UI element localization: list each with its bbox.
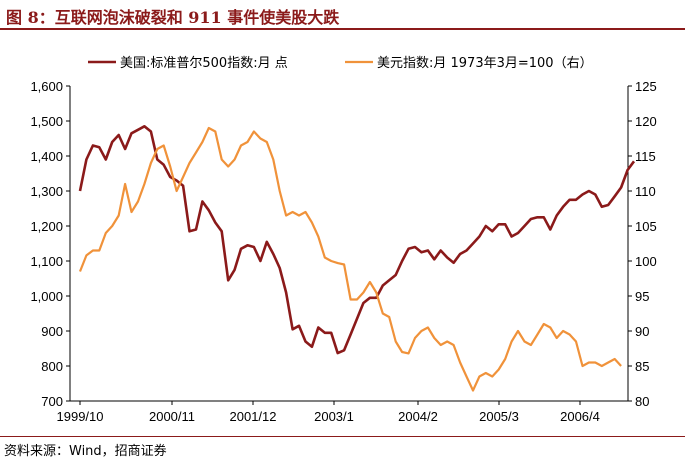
left-tick-label: 1,100 bbox=[30, 254, 63, 269]
right-tick-label: 85 bbox=[635, 359, 649, 374]
legend-label-sp500: 美国:标准普尔500指数:月 点 bbox=[120, 56, 288, 71]
right-tick-label: 110 bbox=[635, 184, 656, 199]
legend-label-dollar-index: 美元指数:月 1973年3月=100（右） bbox=[377, 56, 593, 71]
left-tick-label: 1,500 bbox=[30, 114, 63, 129]
left-tick-label: 700 bbox=[41, 394, 63, 409]
source-divider bbox=[0, 436, 685, 437]
right-tick-label: 115 bbox=[635, 149, 656, 164]
right-tick-label: 95 bbox=[635, 289, 649, 304]
x-tick-label: 2001/12 bbox=[230, 409, 277, 424]
right-tick-label: 90 bbox=[635, 324, 649, 339]
x-tick-label: 2003/1 bbox=[314, 409, 354, 424]
left-tick-label: 1,300 bbox=[30, 184, 63, 199]
left-tick-label: 1,000 bbox=[30, 289, 63, 304]
right-tick-label: 105 bbox=[635, 219, 657, 234]
left-tick-label: 900 bbox=[41, 324, 63, 339]
x-tick-label: 1999/10 bbox=[57, 409, 104, 424]
title-bar: 图 8：互联网泡沫破裂和 911 事件使美股大跌 bbox=[0, 0, 685, 30]
title-divider bbox=[0, 28, 685, 30]
left-tick-label: 800 bbox=[41, 359, 63, 374]
left-tick-label: 1,600 bbox=[30, 79, 63, 94]
right-tick-label: 80 bbox=[635, 394, 649, 409]
dollar-index-series-line bbox=[78, 126, 622, 392]
right-tick-label: 100 bbox=[635, 254, 657, 269]
source-note: 资料来源：Wind，招商证券 bbox=[4, 444, 167, 459]
right-tick-label: 125 bbox=[635, 79, 657, 94]
left-tick-label: 1,400 bbox=[30, 149, 63, 164]
x-tick-label: 2000/11 bbox=[149, 409, 195, 424]
x-tick-label: 2006/4 bbox=[560, 409, 600, 424]
chart-title: 图 8：互联网泡沫破裂和 911 事件使美股大跌 bbox=[6, 8, 340, 27]
right-tick-label: 120 bbox=[635, 114, 657, 129]
x-tick-label: 2005/3 bbox=[479, 409, 519, 424]
sp500-series-line bbox=[78, 125, 636, 355]
left-tick-label: 1,200 bbox=[30, 219, 63, 234]
x-tick-label: 2004/2 bbox=[398, 409, 438, 424]
